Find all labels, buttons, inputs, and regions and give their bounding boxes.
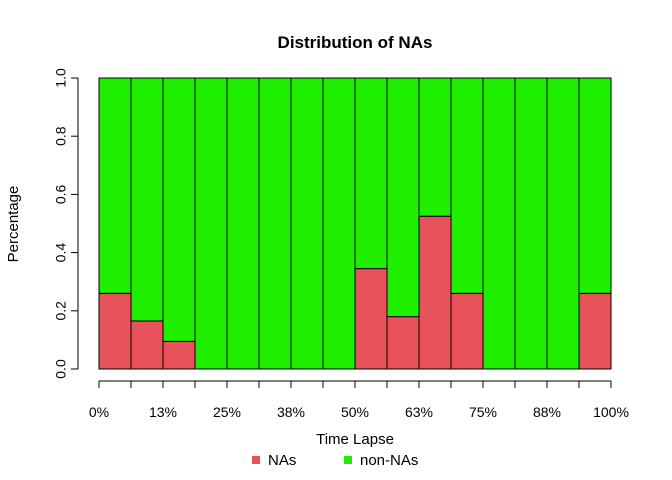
bar-nas-11	[418, 215, 452, 370]
x-tick-label: 25%	[213, 404, 241, 420]
y-tick-label: 0.6	[53, 184, 69, 204]
bar-non-nas-12	[450, 77, 484, 294]
x-tick-label: 13%	[149, 404, 177, 420]
bar-nas-2	[130, 320, 164, 370]
x-tick-label: 63%	[405, 404, 433, 420]
bar-nas-12	[450, 292, 484, 370]
x-tick-label: 100%	[593, 404, 629, 420]
x-axis-title: Time Lapse	[316, 431, 394, 448]
x-tick-label: 0%	[89, 404, 109, 420]
legend-swatch-nas	[252, 456, 260, 464]
bar-non-nas-14	[514, 77, 548, 370]
x-tick-label: 75%	[469, 404, 497, 420]
x-tick-label: 88%	[533, 404, 561, 420]
y-axis: 0.0 0.2 0.4 0.6 0.8 1.0	[53, 68, 79, 379]
y-tick-label: 0.0	[53, 359, 69, 379]
bar-non-nas-5	[226, 77, 260, 370]
bar-non-nas-11	[418, 77, 452, 217]
y-tick-label: 0.8	[53, 126, 69, 146]
bar-nas-1	[98, 292, 132, 370]
bar-non-nas-16	[578, 77, 612, 294]
bar-non-nas-10	[386, 77, 420, 318]
bar-non-nas-9	[354, 77, 388, 270]
bar-nas-9	[354, 268, 388, 370]
bar-non-nas-7	[290, 77, 324, 370]
bar-non-nas-4	[194, 77, 228, 370]
bar-non-nas-15	[546, 77, 580, 370]
legend-label-nas: NAs	[268, 452, 296, 469]
bar-non-nas-13	[482, 77, 516, 370]
bar-nas-16	[578, 292, 612, 370]
legend-label-non-nas: non-NAs	[360, 452, 418, 469]
y-axis-title: Percentage	[5, 186, 22, 263]
bar-non-nas-3	[162, 77, 196, 342]
x-axis: 0% 13% 25% 38% 50% 63% 75% 88% 100%	[89, 380, 629, 420]
chart-title: Distribution of NAs	[278, 33, 433, 52]
bar-nas-10	[386, 316, 420, 370]
bar-non-nas-1	[98, 77, 132, 294]
x-tick-label: 50%	[341, 404, 369, 420]
bar-non-nas-2	[130, 77, 164, 322]
x-tick-label: 38%	[277, 404, 305, 420]
bar-non-nas-6	[258, 77, 292, 370]
bar-nas-3	[162, 340, 196, 370]
y-tick-label: 0.2	[53, 301, 69, 321]
y-tick-label: 1.0	[53, 68, 69, 88]
legend-swatch-non-nas	[344, 456, 352, 464]
bar-non-nas-8	[322, 77, 356, 370]
bars-group	[98, 77, 612, 370]
legend: NAs non-NAs	[252, 452, 418, 469]
y-tick-label: 0.4	[53, 243, 69, 263]
